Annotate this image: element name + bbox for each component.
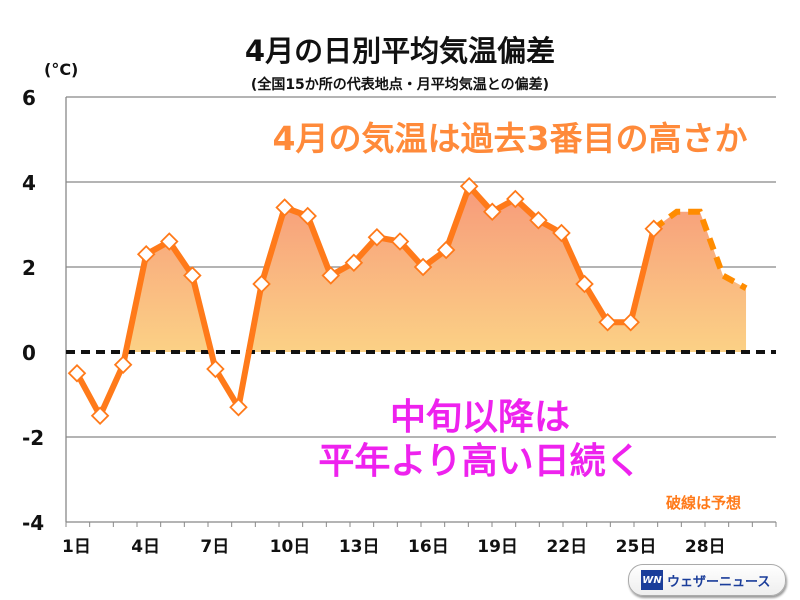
- data-point: [529, 210, 548, 230]
- logo-mark: WN: [641, 570, 663, 590]
- data-point: [482, 202, 502, 222]
- x-tick-label: 22日: [546, 537, 587, 557]
- data-point: [436, 240, 456, 260]
- x-tick-label: 16日: [408, 537, 449, 557]
- data-point: [598, 312, 617, 332]
- data-point: [459, 176, 479, 196]
- data-point: [206, 359, 225, 379]
- x-tick-label: 28日: [685, 537, 726, 557]
- data-point: [644, 219, 664, 239]
- x-tick-label: 19日: [477, 537, 518, 557]
- data-point: [136, 244, 156, 264]
- y-tick-label: 6: [22, 86, 36, 110]
- data-point: [298, 206, 317, 226]
- y-tick-label: 4: [22, 171, 36, 195]
- data-point: [183, 266, 202, 285]
- data-point: [160, 232, 179, 251]
- data-point: [275, 198, 294, 217]
- forecast-note: 破線は予想: [666, 494, 742, 512]
- x-tick-label: 13日: [339, 537, 380, 557]
- y-tick-label: 2: [22, 256, 36, 280]
- data-point: [90, 406, 110, 426]
- logo-text: ウェザーニュース: [667, 574, 771, 590]
- data-point: [575, 274, 594, 294]
- y-tick-label: 0: [22, 341, 36, 365]
- data-point: [367, 227, 387, 247]
- data-point: [344, 253, 364, 273]
- x-tick-label: 10日: [270, 537, 311, 557]
- area-fill: [77, 186, 747, 352]
- y-tick-label: -4: [22, 511, 44, 535]
- x-tick-label: 4日: [131, 537, 160, 557]
- data-point: [229, 397, 248, 417]
- chart-subtitle: (全国15か所の代表地点・月平均気温との偏差): [250, 77, 550, 93]
- data-point: [252, 274, 271, 294]
- headline-annotation: 4月の気温は過去3番目の高さか: [272, 119, 748, 158]
- x-tick-label: 25日: [616, 537, 657, 557]
- trend-annotation-line2: 平年より高い日続く: [318, 441, 642, 482]
- data-point: [67, 363, 87, 383]
- x-tick-label: 1日: [62, 537, 91, 557]
- y-tick-label: -2: [22, 426, 44, 450]
- trend-annotation-line1: 中旬以降は: [389, 397, 570, 438]
- data-point: [390, 232, 410, 251]
- data-point: [506, 189, 525, 209]
- chart-title: 4月の日別平均気温偏差: [244, 34, 556, 68]
- data-point: [113, 355, 133, 375]
- x-tick-label: 7日: [200, 537, 229, 557]
- data-point: [552, 223, 571, 243]
- y-axis-unit: (°C): [44, 60, 79, 79]
- weathernews-logo: WN ウェザーニュース: [628, 564, 786, 596]
- data-point: [621, 312, 640, 332]
- data-point: [321, 266, 341, 285]
- trend-annotation: 中旬以降は 平年より高い日続く: [300, 396, 660, 484]
- forecast-line: [651, 208, 748, 291]
- data-point: [413, 257, 433, 277]
